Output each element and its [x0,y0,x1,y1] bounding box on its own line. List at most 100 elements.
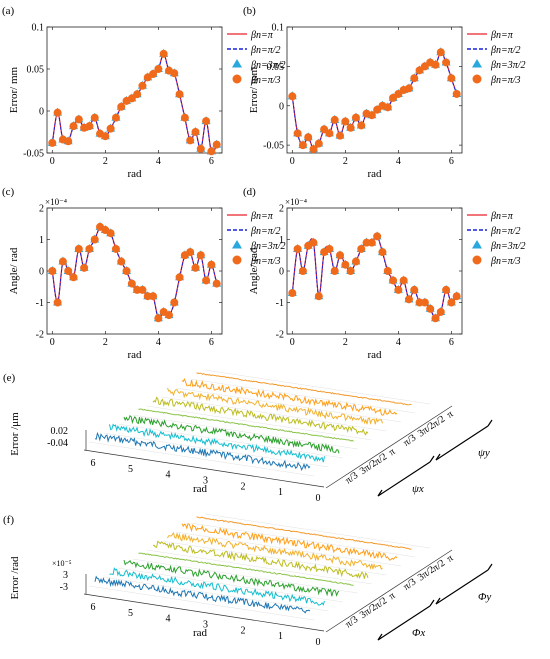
depth-grid-line [175,387,402,423]
marker-circle [90,113,99,122]
series-line-beta-pi [51,225,218,320]
depth-grid-line [190,522,416,558]
x-tick-label: 2 [103,337,108,348]
marker-circle [111,113,120,122]
marker-circle [420,298,429,307]
legend-entry: βn=π [250,211,274,222]
marker-circle [212,279,221,288]
marker-circle [436,48,445,57]
z-axis-label: Error /μm [9,412,21,456]
depth-grid-line [190,378,416,414]
series-trace [109,567,325,606]
group-label: ψy [478,447,490,459]
group-label: Φy [478,591,491,603]
marker-circle [64,137,73,146]
group-bracket [435,425,489,461]
marker-circle [389,276,398,285]
marker-circle [346,123,355,132]
panel-a: (a) 0 2 4 6 -0.05 0 0.05 0.1 rad Error/ mm βn=π βn=π… [2,5,286,180]
x-tick-label: 4 [396,156,401,167]
marker-circle [175,273,184,282]
legend-entry: βn=3π/2 [490,241,526,252]
x-tick-label: 1 [278,631,283,642]
z-tick-label: 0.02 [51,426,69,437]
marker-circle [180,113,189,122]
marker-circle [154,314,163,323]
panel-label: (d) [243,186,256,198]
y-tick-label: 2 [39,204,44,215]
marker-circle [154,65,163,73]
x-tick-label: 2 [241,625,246,636]
marker-circle [85,122,94,131]
marker-circle [288,289,297,298]
legend-entry: βn=π/3 [250,75,281,86]
x-tick-label: 6 [91,458,96,469]
depth-grid-line [103,432,329,468]
marker-circle [325,129,334,138]
y-tick-label: -1 [36,298,44,309]
x-tick-label: 6 [91,602,96,613]
marker-circle [447,298,456,307]
depth-axis-line [325,549,453,633]
marker-circle [298,141,307,150]
x-tick-label: 4 [396,337,401,348]
panel-label: (c) [2,186,15,198]
depth-grid-line [146,405,373,441]
y-tick-label: -0.05 [263,141,284,152]
legend-entry: βn=π/2 [250,226,281,237]
legend-entry: βn=π/2 [250,45,281,56]
series-trace [109,423,325,463]
legend-entry: βn=π/3 [490,256,521,267]
series-trace [152,396,369,436]
marker-circle [74,244,83,253]
x-tick-label: 4 [156,337,161,348]
x-tick-label: 6 [209,337,214,348]
y-tick-label: -2 [276,330,284,341]
marker-circle [202,276,211,285]
plot-frame [46,26,223,154]
marker-circle [431,60,440,69]
marker-circle [357,244,366,253]
x-tick-label: 2 [103,156,108,167]
marker-circle [436,307,445,316]
legend-entry: βn=π [490,211,514,222]
x-axis-line [83,593,325,632]
marker-circle [106,124,115,133]
z-tick-label: -3 [60,582,68,593]
x-axis-label: rad [193,483,208,495]
y-tick-label: 0 [39,107,44,118]
y-tick-label: 0 [279,267,284,278]
marker-circle [410,285,419,294]
marker-circle [336,131,345,140]
marker-circle [196,144,205,153]
legend-entry: βn=π/2 [490,45,521,56]
marker-circle [149,292,158,301]
group-bracket-cap [435,419,493,461]
marker-circle [90,235,99,244]
x-axis-label: rad [127,168,142,180]
depth-grid-line [204,513,431,549]
series-trace [181,377,398,416]
marker-circle [196,251,205,260]
marker-circle [106,229,115,238]
y-axis-label: Error/ mm [248,66,260,113]
marker-circle [117,102,126,111]
marker-circle [69,122,78,131]
y-tick-label: 0.05 [267,62,285,73]
marker-circle [383,267,392,275]
legend-swatch-triangle [232,240,242,249]
z-tick-label: 3 [63,570,68,581]
marker-circle [101,132,110,141]
plot-frame [286,26,463,154]
marker-circle [288,92,297,101]
marker-circle [138,285,147,294]
x-tick-label: 0 [316,493,321,504]
marker-circle [80,263,89,272]
legend-entry: βn=π/3 [250,256,281,267]
depth-tick-label: π [387,446,397,458]
marker-circle [314,139,323,148]
depth-grid-line [88,441,315,477]
legend-entry: βn=3π/2 [490,60,526,71]
